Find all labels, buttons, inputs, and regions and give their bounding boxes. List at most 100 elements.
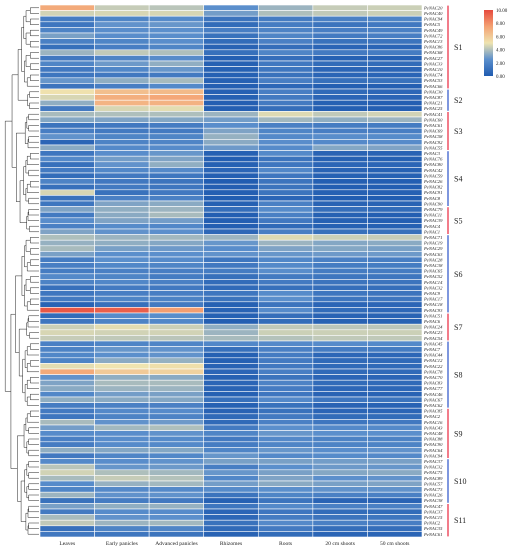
heatmap-cell [257, 133, 314, 140]
heatmap-cell [148, 368, 205, 375]
heatmap-cell [203, 99, 259, 107]
dendrogram-branch [27, 139, 39, 149]
heatmap-cell [203, 290, 259, 297]
heatmap-cell [39, 60, 95, 67]
heatmap-cell [203, 452, 259, 459]
heatmap-cell [94, 452, 150, 459]
column-labels: Leaves Early panicles Advanced panicles Rhi… [59, 541, 409, 547]
heatmap-cell [148, 301, 205, 308]
heatmap-cell [312, 396, 368, 403]
dendrogram-branch [4, 120, 13, 392]
heatmap-cell [94, 503, 150, 510]
heatmap-cell [203, 447, 259, 454]
dendrogram-branch [29, 225, 39, 233]
heatmap-cell [312, 94, 368, 101]
dendrogram-branch [16, 132, 26, 202]
heatmap-cell [94, 402, 150, 409]
heatmap-cell [203, 284, 259, 291]
dendrogram-branch [30, 41, 39, 48]
heatmap-cell [257, 228, 314, 235]
heatmap-cell [203, 424, 259, 431]
heatmap-cell [312, 340, 368, 347]
heatmap-cell [203, 77, 259, 84]
heatmap-cell [39, 340, 95, 347]
heatmap-cell [367, 206, 423, 213]
heatmap-cell [148, 200, 205, 207]
row-label: PeNAC35 [423, 526, 443, 531]
row-label: PeNAC40 [423, 11, 443, 16]
heatmap-cell [39, 335, 95, 342]
heatmap-cell [203, 435, 259, 443]
heatmap-cell [312, 66, 368, 73]
row-label: PeNAC60 [423, 117, 443, 122]
heatmap-cell [39, 469, 95, 476]
dendrogram-branch [27, 318, 39, 328]
heatmap-cell [148, 419, 205, 426]
row-label: PeNAC64 [423, 448, 443, 453]
heatmap-cell [148, 267, 205, 275]
heatmap-cell [367, 234, 423, 241]
heatmap-cell [39, 413, 95, 420]
heatmap-cell [39, 228, 95, 235]
heatmap-cell [94, 21, 150, 28]
heatmap-cell [148, 273, 205, 280]
heatmap-cell [94, 189, 150, 196]
heatmap-cell [312, 189, 368, 196]
heatmap-cell [312, 312, 368, 319]
row-label: PeNAC46 [423, 392, 443, 397]
row-label: PeNAC94 [423, 17, 443, 22]
heatmap-cell [203, 374, 259, 381]
heatmap-cell [148, 430, 205, 437]
colorbar-tick-label: 2.00 [496, 62, 505, 67]
row-label: PeNAC94 [423, 453, 443, 458]
row-label: PeNAC14 [423, 280, 443, 285]
heatmap-cell [203, 195, 259, 202]
heatmap-cell [367, 43, 423, 51]
dendrogram-branch [30, 287, 39, 294]
row-label: PeNAC77 [423, 386, 443, 391]
heatmap-cell [39, 531, 95, 538]
heatmap-cell [367, 385, 423, 392]
heatmap-cell [367, 480, 423, 487]
heatmap-cell [94, 99, 150, 107]
heatmap-cell [312, 368, 368, 375]
heatmap-cell [94, 295, 150, 303]
heatmap-cell [94, 223, 150, 230]
heatmap-cell [148, 435, 205, 443]
heatmap-cell [148, 262, 205, 269]
heatmap-cell [94, 15, 150, 23]
heatmap-cell [94, 88, 150, 95]
heatmap-cell [312, 43, 368, 51]
heatmap-cell [257, 475, 314, 482]
heatmap-cell [39, 239, 95, 247]
heatmap-cell [203, 318, 259, 325]
heatmap-cell [94, 71, 150, 79]
heatmap-cell [257, 155, 314, 163]
heatmap-cell [94, 480, 150, 487]
heatmap-cell [148, 116, 205, 123]
dendrogram-branch [25, 512, 28, 531]
heatmap-cell [257, 323, 314, 331]
heatmap-cell [94, 43, 150, 51]
heatmap-cell [203, 346, 259, 353]
heatmap-cell [203, 340, 259, 347]
heatmap-cell [312, 463, 368, 471]
heatmap-cell [148, 307, 205, 314]
heatmap-cell [312, 88, 368, 95]
row-label: PeNAC27 [423, 56, 443, 61]
dendrogram-branch [30, 393, 39, 401]
dendrogram-branch [28, 315, 39, 322]
subfamily-label: S6 [454, 270, 462, 279]
heatmap-cell [312, 346, 368, 353]
heatmap-cell [39, 318, 95, 325]
heatmap-cell [148, 144, 205, 151]
row-label: PeNAC88 [423, 437, 443, 442]
row-label: PeNAC28 [423, 257, 443, 262]
heatmap-cell [39, 71, 95, 79]
heatmap-cell [257, 340, 314, 347]
heatmap-cell [312, 27, 368, 34]
heatmap-cell [312, 329, 368, 336]
dendrogram-branch [30, 237, 39, 244]
heatmap-cell [203, 83, 259, 90]
heatmap-cell [257, 284, 314, 291]
